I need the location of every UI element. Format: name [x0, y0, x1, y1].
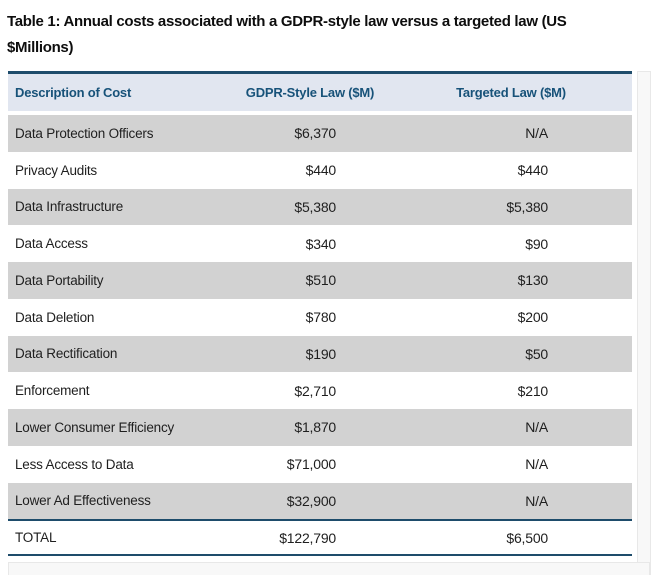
targeted-cost-value: $50: [525, 345, 548, 362]
gdpr-cost-value: $780: [305, 309, 337, 326]
table-row: Enforcement $2,710 $210: [8, 372, 632, 409]
table-total-row: TOTAL $122,790 $6,500: [8, 519, 632, 557]
total-targeted-cost: $6,500: [506, 529, 548, 546]
page: Table 1: Annual costs associated with a …: [0, 9, 655, 575]
cost-description: Data Infrastructure: [15, 199, 123, 215]
cost-description: Data Rectification: [15, 346, 118, 362]
vertical-scrollbar[interactable]: [637, 71, 651, 575]
cost-description: Data Portability: [15, 272, 104, 288]
table-row: Less Access to Data $71,000 N/A: [8, 445, 632, 483]
horizontal-scrollbar[interactable]: [8, 562, 650, 575]
table-row: Lower Ad Effectiveness $32,900 N/A: [8, 482, 632, 520]
targeted-cost-value: $210: [517, 382, 549, 399]
gdpr-cost-value: $1,870: [294, 419, 336, 436]
table-header-row: Description of Cost GDPR-Style Law ($M) …: [8, 74, 632, 115]
table-row: Privacy Audits $440 $440: [8, 151, 632, 189]
gdpr-cost-value: $340: [305, 235, 337, 252]
gdpr-cost-value: $510: [305, 272, 337, 289]
cost-description: Lower Consumer Efficiency: [15, 419, 175, 435]
cost-description: Less Access to Data: [15, 456, 134, 472]
column-header-gdpr-law: GDPR-Style Law ($M): [245, 85, 375, 100]
targeted-cost-value: $90: [525, 235, 548, 252]
column-header-targeted-law: Targeted Law ($M): [456, 85, 566, 100]
targeted-cost-value: N/A: [525, 125, 548, 142]
table-row: Data Portability $510 $130: [8, 262, 632, 299]
targeted-cost-value: $5,380: [506, 198, 548, 215]
total-label: TOTAL: [15, 530, 57, 546]
targeted-cost-value: $440: [517, 162, 549, 179]
cost-description: Data Access: [15, 236, 88, 252]
targeted-cost-value: $200: [517, 309, 549, 326]
cost-description: Lower Ad Effectiveness: [15, 493, 151, 509]
table-row: Data Access $340 $90: [8, 225, 632, 262]
table-title: Table 1: Annual costs associated with a …: [7, 13, 567, 56]
table-row: Data Rectification $190 $50: [8, 335, 632, 373]
cost-description: Enforcement: [15, 383, 90, 399]
gdpr-cost-value: $190: [305, 345, 337, 362]
total-gdpr-cost: $122,790: [279, 529, 336, 546]
table-row: Data Deletion $780 $200: [8, 298, 632, 336]
table-row: Data Infrastructure $5,380 $5,380: [8, 188, 632, 226]
targeted-cost-value: N/A: [525, 419, 548, 436]
gdpr-cost-value: $6,370: [294, 125, 336, 142]
targeted-cost-value: N/A: [525, 456, 548, 473]
cost-description: Data Protection Officers: [15, 125, 154, 141]
table-row: Data Protection Officers $6,370 N/A: [8, 115, 632, 152]
table-body: Data Protection Officers $6,370 N/A Priv…: [8, 115, 632, 520]
cost-description: Privacy Audits: [15, 162, 97, 178]
table-row: Lower Consumer Efficiency $1,870 N/A: [8, 409, 632, 446]
targeted-cost-value: N/A: [525, 492, 548, 509]
cost-description: Data Deletion: [15, 309, 95, 325]
gdpr-cost-value: $440: [305, 162, 337, 179]
gdpr-cost-value: $5,380: [294, 198, 336, 215]
targeted-cost-value: $130: [517, 272, 549, 289]
gdpr-cost-value: $71,000: [286, 456, 336, 473]
gdpr-cost-value: $32,900: [286, 492, 336, 509]
costs-table: Description of Cost GDPR-Style Law ($M) …: [8, 71, 632, 557]
gdpr-cost-value: $2,710: [294, 382, 336, 399]
column-header-description: Description of Cost: [15, 85, 132, 100]
